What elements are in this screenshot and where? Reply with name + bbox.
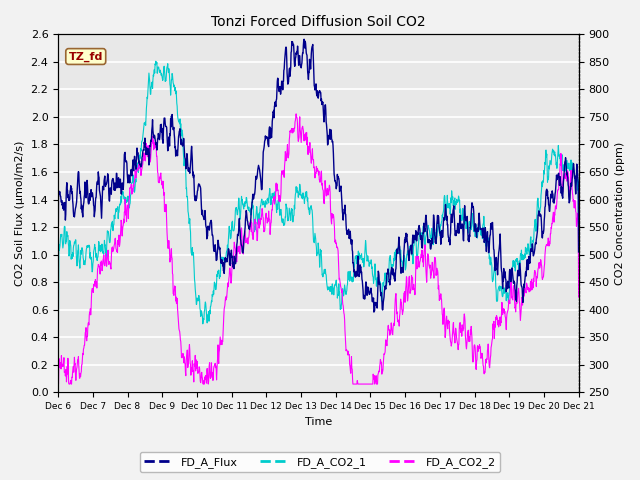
FD_A_Flux [575, 249, 582, 255]
FD_A_CO2_1 [54, 378, 62, 384]
X-axis label: Time: Time [305, 417, 332, 427]
FD_A_Flux [54, 250, 62, 255]
Text: TZ_fd: TZ_fd [68, 51, 103, 61]
FD_A_CO2_1 [467, 227, 475, 232]
FD_A_CO2_2 [467, 324, 475, 329]
FD_A_CO2_1 [575, 264, 582, 270]
FD_A_CO2_1 [170, 82, 178, 88]
FD_A_CO2_2 [513, 300, 521, 306]
FD_A_Flux [400, 262, 408, 268]
FD_A_CO2_1 [157, 71, 165, 77]
Legend: FD_A_Flux, FD_A_CO2_1, FD_A_CO2_2: FD_A_Flux, FD_A_CO2_1, FD_A_CO2_2 [140, 452, 500, 472]
FD_A_CO2_1 [152, 59, 159, 64]
FD_A_CO2_1 [399, 262, 407, 267]
FD_A_Flux [300, 36, 308, 42]
FD_A_CO2_2 [575, 294, 582, 300]
Line: FD_A_Flux: FD_A_Flux [58, 39, 579, 312]
FD_A_CO2_2 [292, 111, 300, 117]
Title: Tonzi Forced Diffusion Soil CO2: Tonzi Forced Diffusion Soil CO2 [211, 15, 426, 29]
FD_A_CO2_2 [54, 381, 62, 387]
FD_A_Flux [157, 121, 165, 127]
FD_A_Flux [514, 271, 522, 277]
Line: FD_A_CO2_2: FD_A_CO2_2 [58, 114, 579, 384]
FD_A_CO2_2 [399, 308, 407, 313]
FD_A_Flux [468, 206, 476, 212]
Line: FD_A_CO2_1: FD_A_CO2_1 [58, 61, 579, 381]
FD_A_CO2_2 [170, 292, 178, 298]
Y-axis label: CO2 Concentration (ppm): CO2 Concentration (ppm) [615, 142, 625, 285]
Y-axis label: CO2 Soil Flux (μmol/m2/s): CO2 Soil Flux (μmol/m2/s) [15, 141, 25, 286]
FD_A_Flux [170, 124, 178, 130]
FD_A_CO2_2 [228, 262, 236, 267]
FD_A_CO2_2 [157, 178, 165, 183]
FD_A_CO2_1 [228, 218, 236, 224]
FD_A_Flux [370, 309, 378, 315]
FD_A_CO2_1 [513, 259, 521, 264]
FD_A_Flux [228, 253, 236, 259]
